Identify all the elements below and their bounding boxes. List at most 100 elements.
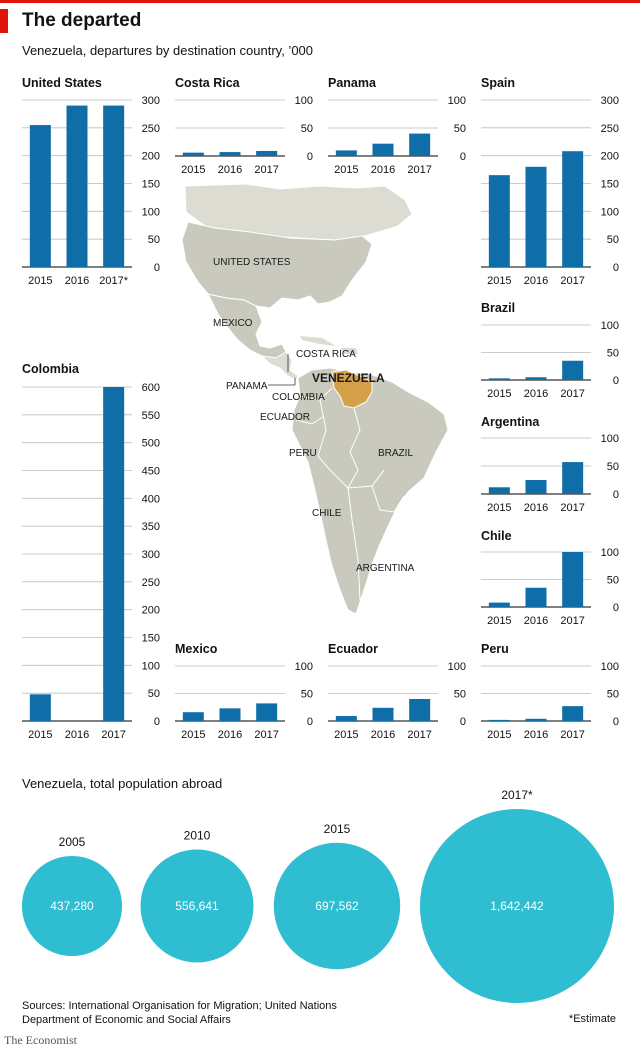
bar-argentina-2015 bbox=[488, 487, 510, 494]
bar-colombia-2015 bbox=[29, 694, 51, 721]
tick-label-panama-50: 50 bbox=[454, 123, 466, 135]
x-label-chile-2016: 2016 bbox=[524, 615, 548, 627]
tick-label-mexico-100: 100 bbox=[295, 661, 313, 673]
x-label-argentina-2015: 2015 bbox=[487, 502, 511, 514]
tick-label-colombia-50: 50 bbox=[148, 688, 160, 700]
bar-spain-2017 bbox=[562, 151, 584, 267]
tick-label-costa-rica-0: 0 bbox=[307, 151, 313, 163]
x-label-ecuador-2017: 2017 bbox=[407, 729, 431, 741]
tick-label-brazil-100: 100 bbox=[601, 320, 619, 332]
tick-label-colombia-600: 600 bbox=[142, 382, 160, 394]
bubble-year-2015: 2015 bbox=[324, 822, 351, 836]
x-label-mexico-2017: 2017 bbox=[254, 729, 278, 741]
tick-label-spain-300: 300 bbox=[601, 95, 619, 107]
tick-label-spain-0: 0 bbox=[613, 262, 619, 274]
bubble-circle-2010 bbox=[140, 849, 254, 963]
x-label-brazil-2016: 2016 bbox=[524, 388, 548, 400]
chart-costa-rica: Costa Rica 0 50 100 2015 2016 2017 bbox=[175, 76, 313, 176]
bar-brazil-2015 bbox=[488, 378, 510, 380]
x-label-peru-2017: 2017 bbox=[560, 729, 584, 741]
tick-label-costa-rica-50: 50 bbox=[301, 123, 313, 135]
chart-mexico: Mexico 0 50 100 2015 2016 2017 bbox=[175, 642, 313, 741]
tick-label-united-states-300: 300 bbox=[142, 95, 160, 107]
bar-chile-2015 bbox=[488, 602, 510, 607]
bar-colombia-2017 bbox=[103, 387, 125, 721]
chart-subtitle: Venezuela, departures by destination cou… bbox=[22, 43, 314, 58]
x-label-chile-2015: 2015 bbox=[487, 615, 511, 627]
chart-title-colombia: Colombia bbox=[22, 362, 80, 376]
tick-label-costa-rica-100: 100 bbox=[295, 95, 313, 107]
bar-peru-2017 bbox=[562, 706, 584, 721]
tick-label-spain-150: 150 bbox=[601, 179, 619, 191]
tick-label-peru-0: 0 bbox=[613, 716, 619, 728]
bubble-2010: 2010 556,641 bbox=[140, 829, 254, 963]
chart-title-peru: Peru bbox=[481, 642, 509, 656]
bubble-year-2017: 2017* bbox=[501, 788, 533, 802]
chart-title: The departed bbox=[22, 10, 142, 31]
tick-label-colombia-500: 500 bbox=[142, 438, 160, 450]
x-label-united-states-2017: 2017* bbox=[99, 275, 128, 287]
chart-title-united-states: United States bbox=[22, 76, 102, 90]
tick-label-united-states-0: 0 bbox=[154, 262, 160, 274]
accent-tag bbox=[0, 9, 8, 33]
bar-ecuador-2017 bbox=[409, 699, 431, 721]
bubble-value-2010: 556,641 bbox=[175, 899, 219, 913]
tick-label-panama-0: 0 bbox=[460, 151, 466, 163]
estimate-note: *Estimate bbox=[568, 1013, 616, 1025]
tick-label-colombia-0: 0 bbox=[154, 716, 160, 728]
tick-label-panama-100: 100 bbox=[448, 95, 466, 107]
x-label-united-states-2016: 2016 bbox=[65, 275, 89, 287]
sources-note: Sources: International Organisation for … bbox=[22, 1000, 337, 1026]
x-label-colombia-2016: 2016 bbox=[65, 729, 89, 741]
chart-title-ecuador: Ecuador bbox=[328, 642, 378, 656]
tick-label-colombia-400: 400 bbox=[142, 493, 160, 505]
bar-argentina-2017 bbox=[562, 462, 584, 494]
bar-ecuador-2015 bbox=[335, 716, 357, 721]
tick-label-colombia-150: 150 bbox=[142, 633, 160, 645]
tick-label-mexico-0: 0 bbox=[307, 716, 313, 728]
bar-peru-2016 bbox=[525, 718, 547, 721]
tick-label-ecuador-50: 50 bbox=[454, 689, 466, 701]
tick-label-peru-100: 100 bbox=[601, 661, 619, 673]
bubble-year-2005: 2005 bbox=[59, 835, 86, 849]
tick-label-spain-200: 200 bbox=[601, 151, 619, 163]
chart-title-argentina: Argentina bbox=[481, 415, 540, 429]
bar-united-states-2017 bbox=[103, 105, 125, 267]
tick-label-brazil-50: 50 bbox=[607, 348, 619, 360]
bar-united-states-2015 bbox=[29, 125, 51, 267]
x-label-colombia-2015: 2015 bbox=[28, 729, 52, 741]
bar-brazil-2017 bbox=[562, 360, 584, 380]
x-label-ecuador-2016: 2016 bbox=[371, 729, 395, 741]
x-label-panama-2017: 2017 bbox=[407, 164, 431, 176]
tick-label-chile-50: 50 bbox=[607, 575, 619, 587]
bubble-value-2005: 437,280 bbox=[50, 899, 94, 913]
tick-label-united-states-150: 150 bbox=[142, 179, 160, 191]
bubble-2017: 2017* 1,642,442 bbox=[420, 788, 614, 1003]
tick-label-colombia-300: 300 bbox=[142, 549, 160, 561]
bar-spain-2016 bbox=[525, 166, 547, 267]
bar-mexico-2016 bbox=[219, 708, 241, 721]
bar-chile-2016 bbox=[525, 587, 547, 607]
chart-argentina: Argentina 0 50 100 2015 2016 2017 bbox=[481, 415, 619, 514]
chart-colombia: Colombia 0 50 100 150 200 250 300 350 400 450 500 55… bbox=[22, 362, 160, 741]
bubble-circle-2015 bbox=[273, 842, 401, 970]
x-label-peru-2015: 2015 bbox=[487, 729, 511, 741]
x-label-costa-rica-2016: 2016 bbox=[218, 164, 242, 176]
tick-label-argentina-50: 50 bbox=[607, 461, 619, 473]
x-label-costa-rica-2017: 2017 bbox=[254, 164, 278, 176]
bar-costa-rica-2017 bbox=[256, 150, 278, 156]
tick-label-spain-100: 100 bbox=[601, 206, 619, 218]
bubble-2005: 2005 437,280 bbox=[21, 835, 123, 957]
bar-brazil-2016 bbox=[525, 377, 547, 380]
x-label-mexico-2015: 2015 bbox=[181, 729, 205, 741]
chart-peru: Peru 0 50 100 2015 2016 2017 bbox=[481, 642, 619, 741]
x-label-spain-2015: 2015 bbox=[487, 275, 511, 287]
bar-panama-2015 bbox=[335, 150, 357, 156]
tick-label-chile-100: 100 bbox=[601, 547, 619, 559]
x-label-ecuador-2015: 2015 bbox=[334, 729, 358, 741]
bar-costa-rica-2015 bbox=[182, 152, 204, 156]
tick-label-united-states-250: 250 bbox=[142, 123, 160, 135]
x-label-chile-2017: 2017 bbox=[560, 615, 584, 627]
chart-chile: Chile 0 50 100 2015 2016 2017 bbox=[481, 529, 619, 627]
tick-label-colombia-250: 250 bbox=[142, 577, 160, 589]
